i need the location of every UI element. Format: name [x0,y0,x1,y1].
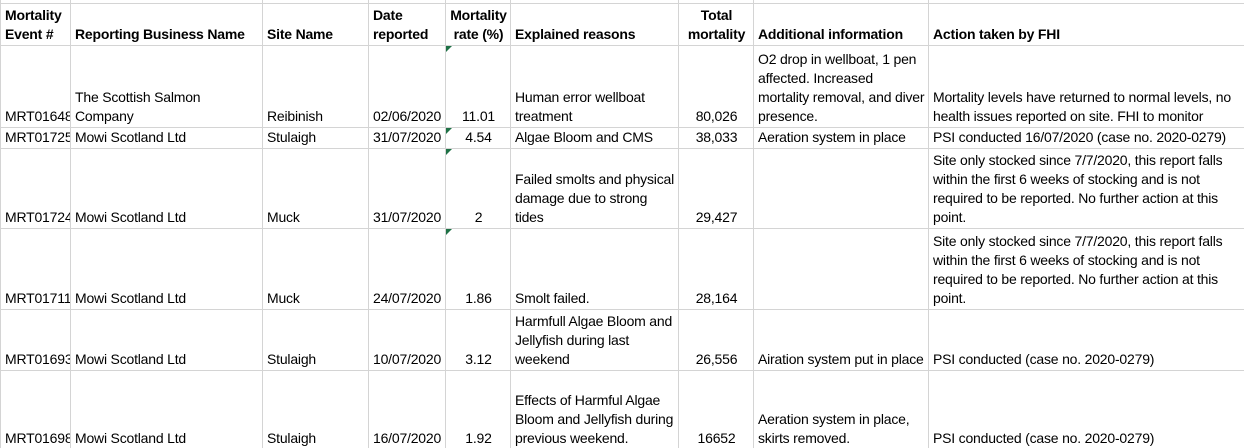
cell-date[interactable]: 24/07/2020 [368,228,446,310]
cell-date[interactable]: 31/07/2020 [368,148,446,229]
cell-business[interactable]: Mowi Scotland Ltd [70,127,263,149]
cell-site[interactable]: Muck [262,228,369,310]
cell-business[interactable]: Mowi Scotland Ltd [70,228,263,310]
clipped-row-above [0,0,1244,4]
cell-action[interactable]: Site only stocked since 7/7/2020, this r… [928,228,1244,310]
cell-additional[interactable]: Aeration system in place [753,127,929,149]
cell-business[interactable]: The Scottish Salmon Company [70,45,263,128]
cell-reason[interactable]: Smolt failed. [510,228,679,310]
cell-rate[interactable]: 1.92 [445,370,511,448]
cell-event-id[interactable]: MRT01724 [0,148,71,229]
col-header-reporting-business-name[interactable]: Reporting Business Name [70,3,263,46]
cell-event-id[interactable]: MRT01725 [0,127,71,149]
cell-business[interactable]: Mowi Scotland Ltd [70,309,263,371]
cell-reason[interactable]: Human error wellboat treatment [510,45,679,128]
cell-action[interactable]: PSI conducted 16/07/2020 (case no. 2020-… [928,127,1244,149]
clipped-cell [753,0,929,4]
clipped-cell [368,0,446,4]
cell-event-id[interactable]: MRT01693 [0,309,71,371]
table-row: MRT01698 Mowi Scotland Ltd Stulaigh 16/0… [0,370,1244,448]
cell-site[interactable]: Reibinish [262,45,369,128]
cell-reason[interactable]: Effects of Harmful Algae Bloom and Jelly… [510,370,679,448]
cell-rate[interactable]: 11.01 [445,45,511,128]
rate-value: 3.12 [465,350,492,367]
cell-reason[interactable]: Failed smolts and physical damage due to… [510,148,679,229]
clipped-cell [0,0,71,4]
table-row: MRT01724 Mowi Scotland Ltd Muck 31/07/20… [0,148,1244,229]
cell-site[interactable]: Stulaigh [262,370,369,448]
col-header-action-taken-by-fhi[interactable]: Action taken by FHI [928,3,1244,46]
cell-total[interactable]: 29,427 [678,148,754,229]
cell-additional[interactable]: O2 drop in wellboat, 1 pen affected. Inc… [753,45,929,128]
cell-action[interactable]: PSI conducted (case no. 2020-0279) [928,370,1244,448]
cell-rate[interactable]: 2 [445,148,511,229]
cell-reason[interactable]: Harmfull Algae Bloom and Jellyfish durin… [510,309,679,371]
cell-site[interactable]: Muck [262,148,369,229]
table-row: MRT01725 Mowi Scotland Ltd Stulaigh 31/0… [0,127,1244,149]
col-header-date-reported[interactable]: Date reported [368,3,446,46]
cell-additional[interactable]: Aeration system in place, skirts removed… [753,370,929,448]
table-row: MRT01693 Mowi Scotland Ltd Stulaigh 10/0… [0,309,1244,371]
col-header-total-mortality[interactable]: Total mortality [678,3,754,46]
cell-rate[interactable]: 1.86 [445,228,511,310]
cell-event-id[interactable]: MRT01648 [0,45,71,128]
cell-total[interactable]: 38,033 [678,127,754,149]
rate-value: 1.92 [465,429,492,446]
cell-total[interactable]: 26,556 [678,309,754,371]
rate-value: 11.01 [462,107,495,124]
table-row: MRT01711 Mowi Scotland Ltd Muck 24/07/20… [0,228,1244,310]
cell-action[interactable]: PSI conducted (case no. 2020-0279) [928,309,1244,371]
cell-total[interactable]: 16652 [678,370,754,448]
rate-value: 1.86 [465,289,492,306]
clipped-cell [445,0,511,4]
cell-reason[interactable]: Algae Bloom and CMS [510,127,679,149]
clipped-cell [510,0,679,4]
cell-business[interactable]: Mowi Scotland Ltd [70,148,263,229]
cell-date[interactable]: 02/06/2020 [368,45,446,128]
cell-total[interactable]: 28,164 [678,228,754,310]
cell-date[interactable]: 31/07/2020 [368,127,446,149]
clipped-cell [678,0,754,4]
rate-value: 4.54 [465,128,492,145]
number-stored-as-text-indicator-icon [446,148,452,155]
cell-site[interactable]: Stulaigh [262,127,369,149]
cell-rate[interactable]: 4.54 [445,127,511,149]
header-row: Mortality Event # Reporting Business Nam… [0,3,1244,46]
cell-date[interactable]: 10/07/2020 [368,309,446,371]
cell-site[interactable]: Stulaigh [262,309,369,371]
number-stored-as-text-indicator-icon [446,45,452,52]
col-header-site-name[interactable]: Site Name [262,3,369,46]
cell-action[interactable]: Site only stocked since 7/7/2020, this r… [928,148,1244,229]
cell-date[interactable]: 16/07/2020 [368,370,446,448]
cell-additional[interactable] [753,148,929,229]
number-stored-as-text-indicator-icon [446,127,452,134]
rate-value: 2 [474,208,483,225]
cell-event-id[interactable]: MRT01698 [0,370,71,448]
cell-event-id[interactable]: MRT01711 [0,228,71,310]
cell-rate[interactable]: 3.12 [445,309,511,371]
table-row: MRT01648 The Scottish Salmon Company Rei… [0,45,1244,128]
cell-total[interactable]: 80,026 [678,45,754,128]
cell-business[interactable]: Mowi Scotland Ltd [70,370,263,448]
cell-additional[interactable]: Airation system put in place [753,309,929,371]
clipped-cell [262,0,369,4]
number-stored-as-text-indicator-icon [446,228,452,235]
clipped-cell [70,0,263,4]
cell-action[interactable]: Mortality levels have returned to normal… [928,45,1244,128]
col-header-mortality-event[interactable]: Mortality Event # [0,3,71,46]
col-header-explained-reasons[interactable]: Explained reasons [510,3,679,46]
cell-additional[interactable] [753,228,929,310]
col-header-additional-information[interactable]: Additional information [753,3,929,46]
col-header-mortality-rate[interactable]: Mortality rate (%) [445,3,511,46]
